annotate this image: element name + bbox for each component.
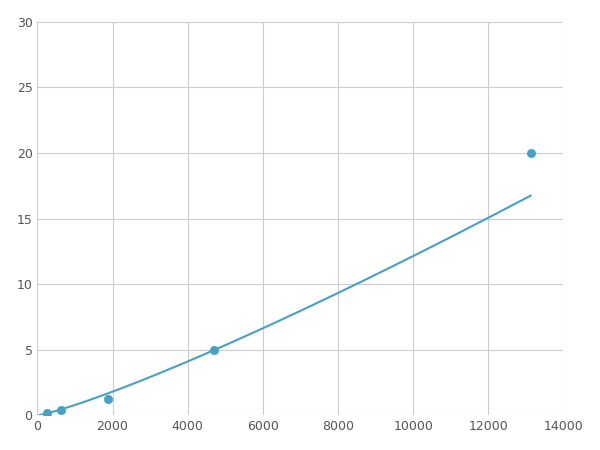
Point <box>526 149 535 157</box>
Point <box>56 407 65 414</box>
Point <box>42 409 52 416</box>
Point <box>209 346 218 353</box>
Point <box>103 396 113 403</box>
